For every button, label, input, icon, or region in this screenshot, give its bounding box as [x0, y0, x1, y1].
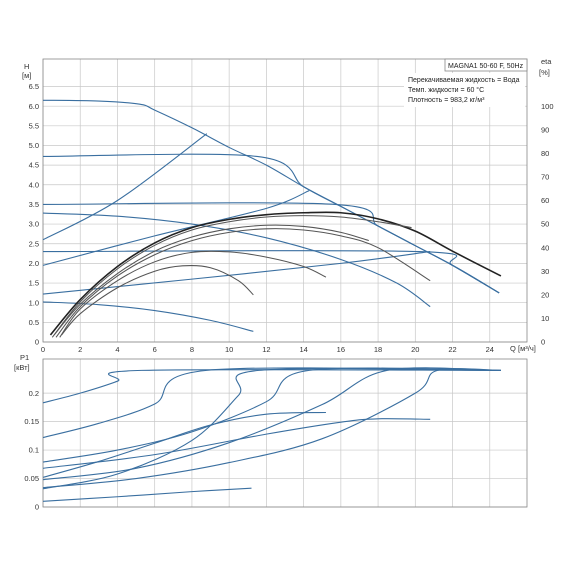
eta-tick-label: 10: [541, 314, 549, 323]
flow-tick-label: 24: [486, 345, 494, 354]
head-tick-label: 5.5: [29, 121, 39, 130]
fluid-info: Перекачиваемая жидкость = Вода: [408, 77, 520, 84]
power-curve: [42, 369, 501, 404]
head-curves: [42, 99, 500, 332]
head-curve: [42, 99, 500, 294]
head-axis-title: H: [24, 62, 29, 71]
power-axis-unit: [кВт]: [14, 363, 30, 372]
power-tick-label: 0.15: [24, 417, 39, 426]
flow-tick-label: 0: [41, 345, 45, 354]
head-tick-label: 4.5: [29, 161, 39, 170]
info-box: MAGNA1 50-60 F, 50Hz Перекачиваемая жидк…: [404, 58, 528, 107]
density-info: Плотность = 983,2 кг/м³: [408, 97, 485, 104]
flow-tick-label: 14: [299, 345, 307, 354]
eta-curve: [51, 215, 412, 338]
eta-curve: [49, 211, 502, 336]
flow-tick-label: 18: [374, 345, 382, 354]
eta-tick-label: 40: [541, 243, 549, 252]
head-curve: [42, 190, 310, 266]
eta-tick-label: 100: [541, 102, 554, 111]
flow-axis-title: Q: [510, 344, 516, 353]
power-grid: [42, 359, 527, 508]
head-tick-label: 6.0: [29, 102, 39, 111]
head-tick-labels: 0 2 4 6 8 10 12 14 16 18 20 22 2400.51.01.52.02.53.0…: [29, 82, 554, 354]
power-axis-title: P1: [20, 353, 29, 362]
head-tick-label: 1.5: [29, 279, 39, 288]
eta-curve: [61, 264, 254, 336]
eta-tick-label: 50: [541, 220, 549, 229]
head-tick-label: 6.5: [29, 82, 39, 91]
model-label-box: [444, 58, 528, 72]
flow-tick-label: 2: [78, 345, 82, 354]
power-curve: [42, 367, 501, 490]
eta-curve: [59, 250, 327, 338]
head-curve: [42, 133, 208, 241]
head-tick-label: 0.5: [29, 318, 39, 327]
eta-tick-label: 20: [541, 290, 549, 299]
eta-curve: [53, 224, 369, 336]
eta-tick-label: 60: [541, 196, 549, 205]
flow-tick-label: 4: [115, 345, 119, 354]
head-tick-label: 3.5: [29, 200, 39, 209]
power-curve: [42, 367, 501, 481]
head-tick-label: 2.0: [29, 259, 39, 268]
temperature-info: Темп. жидкости = 60 °C: [408, 86, 484, 94]
power-curve: [42, 367, 501, 463]
power-tick-labels: 0 0.05 0.1 0.15 0.2: [24, 389, 39, 512]
power-curve: [42, 367, 501, 439]
head-tick-label: 5.0: [29, 141, 39, 150]
flow-tick-label: 12: [262, 345, 270, 354]
power-curves: [42, 367, 501, 502]
head-tick-label: 3.0: [29, 220, 39, 229]
head-tick-label: 2.5: [29, 239, 39, 248]
power-chart: 0 0.05 0.1 0.15 0.2 P1 [кВт]: [14, 353, 528, 512]
power-tick-label: 0: [35, 503, 39, 512]
power-tick-label: 0.2: [29, 389, 39, 398]
eta-curve: [55, 228, 431, 338]
head-tick-label: 1.0: [29, 298, 39, 307]
head-axis-unit: [м]: [22, 71, 31, 80]
eta-tick-label: 80: [541, 149, 549, 158]
head-eta-chart: 0 2 4 6 8 10 12 14 16 18 20 22 2400.51.01.52.02.53.0…: [22, 57, 554, 354]
head-chart-frame: [42, 58, 528, 343]
head-tick-label: 4.0: [29, 180, 39, 189]
power-tick-label: 0.1: [29, 446, 39, 455]
power-curve: [42, 418, 431, 469]
head-curve: [42, 212, 431, 308]
eta-axis-title: eta: [541, 57, 552, 66]
eta-axis-unit: [%]: [539, 68, 550, 77]
power-tick-label: 0.05: [24, 474, 39, 483]
power-chart-frame: [42, 358, 528, 508]
head-curve: [42, 250, 500, 294]
eta-tick-label: 30: [541, 267, 549, 276]
power-curve: [42, 487, 252, 502]
model-label: MAGNA1 50-60 F, 50Hz: [448, 63, 524, 70]
flow-tick-label: 20: [411, 345, 419, 354]
eta-tick-label: 90: [541, 125, 549, 134]
eta-tick-label: 70: [541, 173, 549, 182]
flow-tick-label: 10: [225, 345, 233, 354]
flow-tick-label: 22: [448, 345, 456, 354]
flow-tick-label: 6: [153, 345, 157, 354]
eta-curves: [49, 211, 502, 338]
info-text-background: [404, 73, 525, 107]
eta-tick-label: 0: [541, 338, 545, 347]
head-tick-label: 0: [35, 338, 39, 347]
power-curve: [42, 368, 501, 489]
flow-tick-label: 8: [190, 345, 194, 354]
power-curve: [42, 411, 326, 478]
flow-axis-unit: [м³/ч]: [518, 344, 536, 353]
flow-tick-label: 16: [337, 345, 345, 354]
